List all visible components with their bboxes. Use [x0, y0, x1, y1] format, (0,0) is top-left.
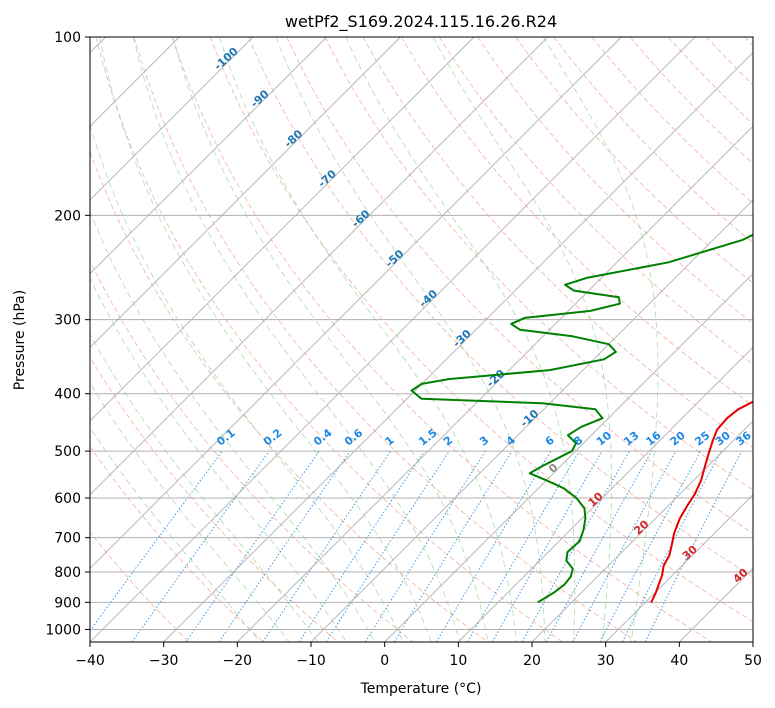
mixing-ratio-line	[131, 450, 270, 642]
moist-adiabat-line	[90, 210, 376, 642]
y-tick-label: 500	[54, 444, 81, 460]
profile-lines	[410, 233, 753, 604]
mixing-ratio-line	[218, 450, 351, 642]
dry-adiabat-line	[248, 37, 753, 578]
moist-adiabat-line	[542, 37, 659, 642]
isotherm-line	[90, 37, 696, 642]
isotherm-line	[458, 346, 753, 642]
isotherm-line	[90, 37, 622, 569]
x-tick-label: 20	[523, 653, 541, 669]
y-tick-label: 400	[54, 387, 81, 403]
y-tick-label: 700	[54, 531, 81, 547]
isotherm-line	[384, 273, 753, 642]
dry-adiabat-line	[324, 37, 753, 491]
moist-adiabat-line	[90, 382, 290, 642]
plot-frame	[89, 36, 754, 643]
moist-adiabat-line	[132, 37, 461, 642]
x-tick-label: 30	[597, 653, 615, 669]
mixing-ratio-line	[572, 450, 677, 642]
y-tick-label: 100	[54, 30, 81, 46]
dry-adiabat-line	[515, 37, 753, 284]
x-axis-label: Temperature (°C)	[360, 681, 482, 697]
dry-adiabat-line	[286, 37, 753, 534]
dry-adiabat-line	[400, 37, 753, 407]
isotherm-line	[90, 37, 401, 348]
x-tick-label: −20	[223, 653, 253, 669]
y-tick-label: 200	[54, 208, 81, 224]
profile-series-line	[410, 233, 753, 604]
x-tick-label: 10	[449, 653, 467, 669]
x-tick-label: 0	[380, 653, 389, 669]
dry-adiabat-line	[95, 37, 563, 642]
moist-adiabat-line	[432, 37, 613, 642]
dry-adiabat-line	[210, 37, 753, 623]
x-tick-label: −40	[75, 653, 105, 669]
moist-adiabat-line	[345, 37, 576, 642]
mixing-ratio-line	[325, 450, 450, 642]
mixing-ratio-line	[435, 450, 552, 642]
mixing-ratio-line	[298, 450, 425, 642]
mixing-ratio-line	[90, 450, 223, 632]
mixing-ratio-line	[644, 450, 743, 642]
isotherm-line	[90, 37, 327, 275]
dry-adiabat-line	[553, 37, 753, 244]
y-tick-label: 1000	[45, 622, 81, 638]
x-tick-label: −10	[296, 653, 326, 669]
y-tick-label: 300	[54, 313, 81, 329]
y-tick-label: 600	[54, 491, 81, 507]
axes: −40 −30 −20 −10 0 10 20 30 40 50 1000 900 800 700 600 5…	[45, 30, 762, 669]
isotherm-line	[531, 420, 753, 642]
dry-adiabat-line	[90, 445, 264, 642]
mixing-ratio-line	[262, 450, 392, 642]
y-tick-label: 800	[54, 565, 81, 581]
moist-adiabat-line	[99, 37, 432, 642]
isotherm-line	[90, 37, 548, 496]
moist-adiabat-line	[90, 277, 347, 642]
isotherm-line	[310, 199, 753, 642]
moist-adiabat-line	[90, 123, 404, 642]
isotherm-line	[90, 37, 254, 201]
mixing-ratio-line	[364, 450, 486, 642]
x-tick-label: 50	[744, 653, 762, 669]
isotherm-line	[605, 494, 753, 642]
dry-adiabat-line	[133, 37, 638, 642]
y-tick-label: 900	[54, 595, 81, 611]
mixing-ratio-line	[521, 450, 630, 642]
dry-adiabat-line	[629, 37, 753, 165]
dry-adiabat-line	[90, 259, 414, 642]
dry-adiabat-line	[171, 37, 712, 642]
isotherm-line	[237, 125, 753, 642]
x-tick-label: −30	[149, 653, 179, 669]
mixing-ratio-line	[599, 450, 701, 642]
moist-adiabat-line	[172, 37, 489, 642]
dry-adiabat-line	[439, 37, 753, 365]
moist-adiabat-line	[275, 37, 546, 642]
isotherm-line	[90, 37, 475, 422]
mixing-ratio-line	[545, 450, 653, 642]
chart-title: wetPf2_S169.2024.115.16.26.R24	[285, 12, 557, 32]
mixing-ratio-line	[621, 450, 722, 642]
profile-series-line	[650, 400, 753, 603]
y-axis-label: Pressure (hPa)	[12, 290, 28, 390]
mixing-ratio-line	[393, 450, 513, 642]
x-tick-label: 40	[670, 653, 688, 669]
dry-adiabat-line	[90, 356, 339, 642]
isotherm-line	[163, 52, 753, 642]
background-lines	[90, 37, 753, 642]
mixing-ratio-line	[185, 450, 320, 642]
